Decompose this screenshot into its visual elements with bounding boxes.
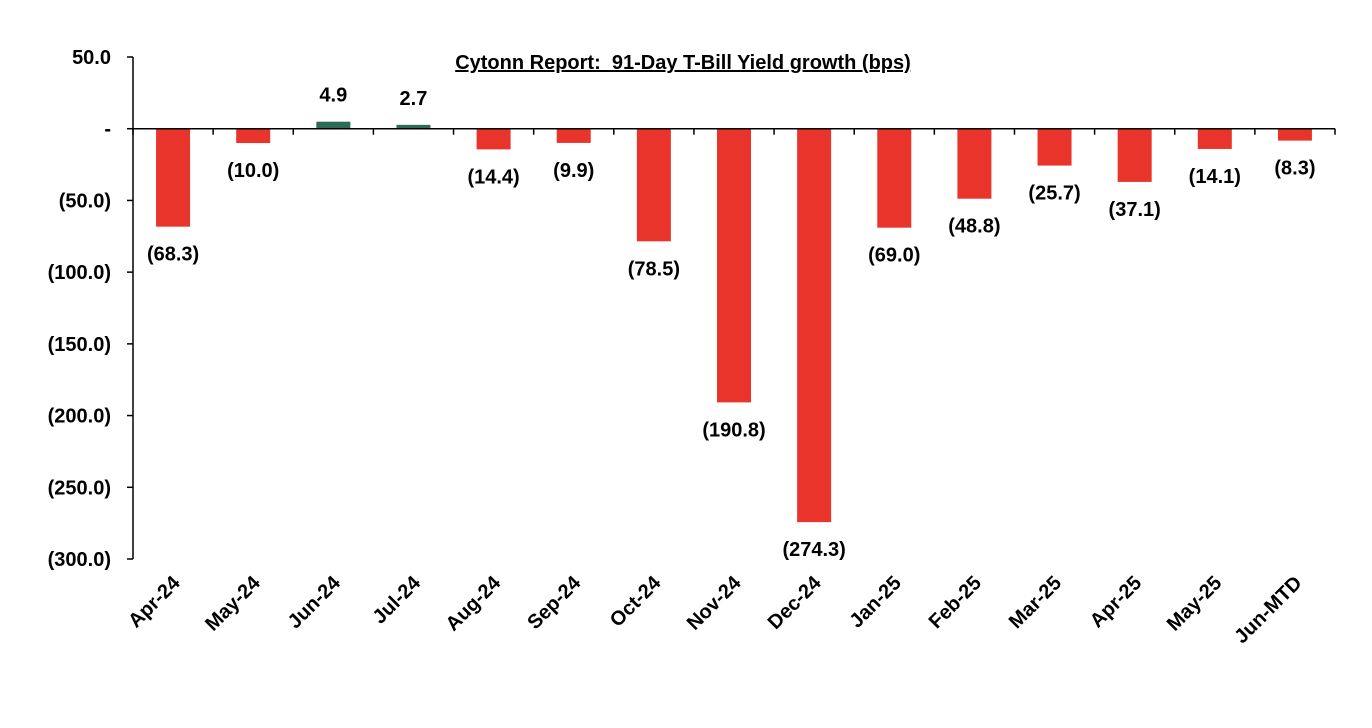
bar-mar-25	[1037, 128, 1072, 166]
bar-may-24	[236, 128, 271, 144]
y-tick-label: (250.0)	[48, 477, 111, 499]
x-tick-label: Aug-24	[442, 571, 506, 635]
bar-may-25	[1197, 128, 1232, 149]
y-tick-label: 50.0	[72, 47, 111, 69]
x-tick-label: Jul-24	[369, 571, 426, 628]
bar-jun-24	[316, 121, 351, 129]
data-label: (8.3)	[1274, 158, 1315, 180]
y-tick-label: (200.0)	[48, 406, 111, 428]
y-tick-label: (100.0)	[48, 262, 111, 284]
x-tick-label: May-24	[201, 571, 265, 635]
bar-sep-24	[556, 128, 591, 143]
bar-apr-24	[156, 128, 191, 227]
data-label: (69.0)	[868, 245, 920, 267]
x-tick-label: Jun-MTD	[1230, 572, 1306, 648]
chart-title: Cytonn Report: 91-Day T-Bill Yield growt…	[455, 52, 911, 74]
data-label: (78.5)	[628, 258, 680, 280]
x-tick-label: Nov-24	[683, 571, 746, 634]
data-label: 2.7	[400, 88, 428, 110]
bar-jan-25	[877, 128, 912, 228]
data-label: (25.7)	[1028, 183, 1080, 205]
bar-nov-24	[717, 128, 751, 403]
bar-jul-24	[396, 124, 431, 129]
x-tick-label: Oct-24	[606, 571, 666, 631]
x-tick-label: Jan-25	[845, 572, 905, 632]
data-label: (68.3)	[147, 244, 199, 266]
data-label: (48.8)	[948, 216, 1000, 238]
data-label: 4.9	[319, 85, 347, 107]
axes-group: 50.0 - (50.0) (100.0) (150.0) (200.0) (250.0) (…	[48, 47, 1336, 571]
x-tick-label: Apr-25	[1086, 572, 1146, 632]
x-tick-label: Mar-25	[1005, 572, 1066, 633]
y-tick-label: (50.0)	[59, 190, 111, 212]
bar-apr-25	[1117, 128, 1152, 182]
data-label: (10.0)	[227, 160, 279, 182]
data-label: (37.1)	[1109, 199, 1161, 221]
data-label: (274.3)	[782, 539, 845, 561]
x-tick-label: Apr-24	[124, 571, 185, 632]
x-tick-label: Jun-24	[284, 571, 346, 633]
bar-feb-25	[957, 128, 992, 199]
y-tick-label: (150.0)	[48, 334, 111, 356]
bar-aug-24	[476, 128, 511, 150]
x-tick-label: Feb-25	[925, 572, 986, 633]
data-label: (14.4)	[467, 166, 519, 188]
y-tick-label: -	[104, 119, 111, 141]
x-tick-label: Sep-24	[523, 571, 586, 634]
x-tick-label: Dec-24	[764, 571, 827, 634]
bar-dec-24	[797, 128, 832, 523]
x-tick-label: May-25	[1163, 572, 1227, 636]
bar-oct-24	[636, 128, 671, 242]
data-label: (14.1)	[1189, 166, 1241, 188]
y-tick-label: (300.0)	[48, 549, 111, 571]
bars-group	[156, 121, 1312, 523]
bar-jun-mtd	[1277, 128, 1312, 141]
data-label: (9.9)	[553, 160, 594, 182]
data-label: (190.8)	[702, 419, 765, 441]
